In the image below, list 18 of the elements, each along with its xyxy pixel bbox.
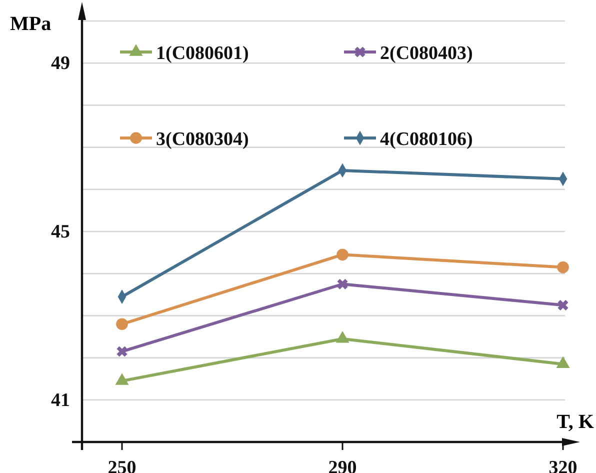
legend-label: 1(C080601) (156, 43, 249, 64)
point (116, 318, 128, 330)
legend-label: 3(C080304) (156, 129, 249, 150)
y-tick-label: 41 (51, 390, 70, 411)
point (556, 356, 570, 368)
legend-label: 4(C080106) (380, 129, 473, 150)
point (557, 261, 569, 274)
x-axis-title: T, K (556, 411, 594, 433)
y-axis-title: MPa (10, 13, 52, 35)
point (116, 346, 128, 357)
point (337, 278, 348, 290)
point (336, 248, 348, 261)
point (115, 373, 129, 385)
y-tick-label: 49 (51, 53, 70, 74)
point (336, 331, 350, 343)
point (558, 300, 568, 310)
legend-label: 2(C080403) (380, 43, 473, 64)
y-tick-label: 45 (51, 222, 70, 243)
